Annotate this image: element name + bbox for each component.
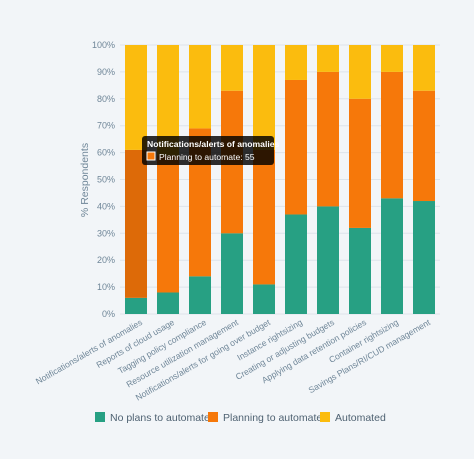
legend-swatch xyxy=(320,412,330,422)
bar-segment[interactable] xyxy=(253,284,275,314)
legend-entry[interactable]: Planning to automate xyxy=(223,412,322,424)
bar-segment[interactable] xyxy=(285,45,307,80)
bar-segment[interactable] xyxy=(125,149,147,298)
legend: No plans to automate Planning to automate… xyxy=(95,412,386,424)
bar-segment[interactable] xyxy=(157,292,179,314)
bar-segment[interactable] xyxy=(317,45,339,72)
y-tick-label: 60% xyxy=(97,148,115,158)
bar-segment[interactable] xyxy=(189,45,211,129)
legend-swatch xyxy=(95,412,105,422)
bar-segment[interactable] xyxy=(413,45,435,91)
y-tick-label: 80% xyxy=(97,94,115,104)
y-tick-label: 90% xyxy=(97,67,115,77)
bar-segment[interactable] xyxy=(157,155,179,293)
x-axis-category-labels: Notifications/alerts of anomaliesReports… xyxy=(34,317,433,403)
legend-entry[interactable]: No plans to automate xyxy=(110,412,210,424)
tooltip-title: Notifications/alerts of anomalies xyxy=(147,139,280,149)
bar-segment[interactable] xyxy=(189,128,211,277)
bars xyxy=(125,45,435,314)
legend-entry[interactable]: Automated xyxy=(335,412,386,424)
bar-segment[interactable] xyxy=(253,45,275,150)
tooltip: Notifications/alerts of anomalies Planni… xyxy=(142,136,280,165)
bar-segment[interactable] xyxy=(221,45,243,91)
bar-segment[interactable] xyxy=(221,233,243,314)
y-tick-label: 0% xyxy=(102,309,115,319)
bar-segment[interactable] xyxy=(381,71,403,199)
bar-segment[interactable] xyxy=(349,98,371,228)
y-tick-label: 40% xyxy=(97,201,115,211)
bar-segment[interactable] xyxy=(413,90,435,202)
bar-segment[interactable] xyxy=(381,45,403,72)
bar-segment[interactable] xyxy=(285,214,307,314)
y-tick-label: 70% xyxy=(97,121,115,131)
bar-segment[interactable] xyxy=(125,297,147,314)
legend-swatch xyxy=(208,412,218,422)
bar-segment[interactable] xyxy=(381,198,403,314)
y-tick-label: 30% xyxy=(97,228,115,238)
tooltip-background xyxy=(142,136,274,165)
bar-segment[interactable] xyxy=(157,45,179,156)
bar-segment[interactable] xyxy=(349,45,371,99)
y-axis-ticks: 0% 10% 20% 30% 40% 50% 60% 70% 80% 90% 100% xyxy=(92,40,115,319)
bar-segment[interactable] xyxy=(317,206,339,314)
y-tick-label: 50% xyxy=(97,175,115,185)
bar-segment[interactable] xyxy=(349,227,371,314)
y-tick-label: 10% xyxy=(97,282,115,292)
y-axis-title: % Respondents xyxy=(79,143,91,217)
bar-segment[interactable] xyxy=(413,201,435,314)
bar-segment[interactable] xyxy=(253,149,275,285)
y-tick-label: 20% xyxy=(97,255,115,265)
tooltip-body: Planning to automate: 55 xyxy=(159,152,255,162)
bar-segment[interactable] xyxy=(189,276,211,314)
bar-segment[interactable] xyxy=(317,71,339,207)
bar-segment[interactable] xyxy=(125,45,147,150)
tooltip-color-swatch xyxy=(146,151,156,161)
y-tick-label: 100% xyxy=(92,40,115,50)
bar-segment[interactable] xyxy=(285,79,307,215)
